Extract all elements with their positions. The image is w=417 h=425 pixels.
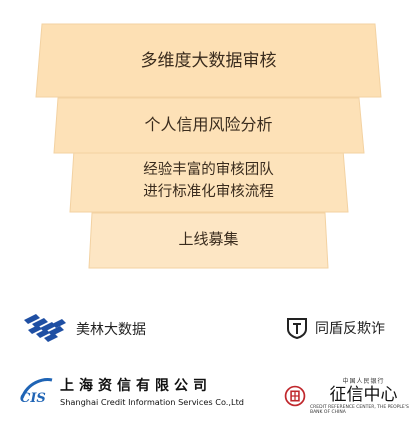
funnel-tier-2-shape xyxy=(53,97,365,154)
tongdun-logo: 同盾反欺诈 xyxy=(285,316,385,340)
credit-reference-center-en: CREDIT REFERENCE CENTER, THE PEOPLE'S BA… xyxy=(310,405,409,415)
meilin-diamond-icon xyxy=(24,314,66,342)
cis-mark: CIS xyxy=(20,391,46,406)
meilin-name: 美林大数据 xyxy=(76,322,146,338)
funnel-tier-1: 多维度大数据审核 xyxy=(40,26,377,96)
shanghai-credit-name-en: Shanghai Credit Information Services Co.… xyxy=(60,397,244,407)
tier-2-label: 个人信用风险分析 xyxy=(144,115,273,134)
tier-3-label-line-1: 经验丰富的审核团队 xyxy=(143,162,274,178)
seal-icon xyxy=(284,385,306,406)
funnel-graphic xyxy=(35,23,382,269)
tier-4-label: 上线募集 xyxy=(178,230,239,248)
funnel-tier-4: 上线募集 xyxy=(92,210,325,268)
shanghai-credit-logo: CIS 上海资信有限公司 Shanghai Credit Information… xyxy=(18,375,244,407)
funnel-tier-3: 经验丰富的审核团队 进行标准化审核流程 xyxy=(74,150,343,212)
credit-reference-center-logo: 中国人民银行 征信中心 CREDIT REFERENCE CENTER, THE… xyxy=(284,376,417,415)
shield-icon xyxy=(287,318,307,340)
funnel-tier-1-shape xyxy=(35,23,382,98)
meilin-logo: 美林大数据 xyxy=(22,312,146,346)
tier-1-label: 多维度大数据审核 xyxy=(140,51,277,71)
funnel-tier-4-shape xyxy=(88,212,329,269)
pboc-label: 中国人民银行 xyxy=(342,378,385,385)
cis-logo-icon: CIS xyxy=(20,378,53,406)
shanghai-credit-name-cn: 上海资信有限公司 xyxy=(60,378,212,394)
credit-reference-center-name: 征信中心 xyxy=(329,385,398,405)
funnel-tier-2: 个人信用风险分析 xyxy=(58,98,359,152)
tier-3-label-line-2: 进行标准化审核流程 xyxy=(143,184,274,200)
tongdun-name: 同盾反欺诈 xyxy=(315,321,385,337)
